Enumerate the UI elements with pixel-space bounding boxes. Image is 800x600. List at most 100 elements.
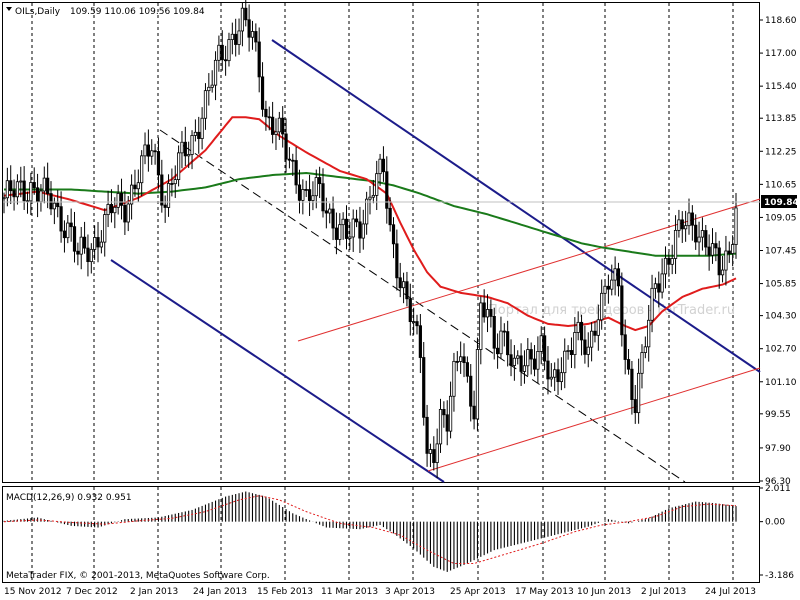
bar-body bbox=[465, 362, 469, 377]
channel-lower-blue-line bbox=[110, 259, 445, 483]
macd-tick-label: 0.00 bbox=[765, 518, 785, 528]
bar-body bbox=[32, 182, 36, 189]
bar-body bbox=[368, 196, 372, 200]
bar-body bbox=[351, 218, 355, 238]
bar-body bbox=[109, 204, 114, 214]
bar-body bbox=[536, 351, 540, 370]
price-tick-label: 109.05 bbox=[765, 213, 797, 223]
bar-body bbox=[274, 131, 278, 135]
bar-body bbox=[220, 44, 224, 61]
macd-signal-path bbox=[3, 495, 737, 564]
current-price-box: 109.84 bbox=[761, 195, 799, 208]
bar-body bbox=[294, 160, 298, 186]
bar-body bbox=[230, 33, 234, 40]
bar-body bbox=[46, 177, 50, 194]
bar-body bbox=[529, 349, 533, 360]
bar-body bbox=[438, 409, 443, 445]
price-tick-label: 97.90 bbox=[765, 444, 791, 454]
price-tick-label: 115.40 bbox=[765, 82, 797, 92]
bar-body bbox=[435, 443, 439, 463]
bar-body bbox=[647, 319, 651, 348]
bar-body bbox=[180, 141, 184, 154]
bar-body bbox=[633, 399, 637, 414]
bar-body bbox=[277, 117, 281, 133]
bar-body bbox=[512, 357, 516, 366]
bar-body bbox=[680, 219, 684, 230]
bar-body bbox=[328, 208, 332, 214]
bar-body bbox=[371, 194, 375, 198]
macd-signal-line bbox=[3, 495, 737, 564]
macd-histogram bbox=[3, 491, 737, 572]
bar-body bbox=[42, 177, 46, 192]
bar-body bbox=[586, 346, 590, 355]
bar-body bbox=[425, 416, 429, 454]
bar-body bbox=[563, 350, 567, 374]
bar-body bbox=[35, 187, 40, 203]
bar-body bbox=[254, 31, 258, 43]
bar-body bbox=[378, 158, 382, 175]
bar-body bbox=[626, 359, 631, 370]
ohlc-values: 109.59 110.06 109.56 109.84 bbox=[70, 7, 205, 17]
bar-body bbox=[15, 181, 20, 198]
triangle-down-icon bbox=[6, 7, 12, 11]
bar-body bbox=[210, 84, 214, 88]
bar-body bbox=[93, 237, 97, 250]
price-tick-label: 117.00 bbox=[765, 49, 797, 59]
bar-body bbox=[697, 236, 701, 243]
bar-body bbox=[271, 116, 275, 135]
bar-body bbox=[509, 354, 513, 366]
bar-body bbox=[650, 287, 654, 321]
bar-body bbox=[331, 208, 335, 229]
bar-body bbox=[717, 247, 721, 276]
bar-body bbox=[620, 285, 624, 336]
bar-body bbox=[579, 321, 584, 341]
date-tick-label: 11 Mar 2013 bbox=[321, 587, 378, 597]
price-tick-label: 99.55 bbox=[765, 410, 791, 420]
bar-body bbox=[160, 174, 164, 206]
bar-body bbox=[143, 144, 147, 157]
bar-body bbox=[56, 202, 60, 208]
bar-body bbox=[187, 154, 191, 157]
bar-body bbox=[358, 221, 362, 239]
bar-body bbox=[126, 203, 130, 223]
bar-body bbox=[408, 298, 412, 323]
price-tick-label: 107.45 bbox=[765, 247, 797, 257]
bar-body bbox=[318, 177, 322, 185]
bar-body bbox=[257, 41, 261, 78]
bar-body bbox=[731, 244, 735, 254]
rising-channel-lower-red-line bbox=[427, 367, 761, 472]
bar-body bbox=[485, 309, 490, 318]
bar-body bbox=[727, 250, 731, 254]
bar-body bbox=[163, 204, 167, 208]
price-tick-label: 110.65 bbox=[765, 180, 797, 190]
price-bars bbox=[2, 0, 738, 479]
bar-body bbox=[177, 152, 181, 180]
bar-body bbox=[391, 224, 396, 245]
bar-body bbox=[707, 246, 711, 256]
bar-body bbox=[207, 86, 211, 92]
bar-body bbox=[455, 360, 459, 363]
bar-body bbox=[153, 150, 157, 153]
bar-body bbox=[543, 335, 547, 362]
bar-body bbox=[657, 283, 661, 293]
price-tick-label: 101.10 bbox=[765, 378, 797, 388]
bar-body bbox=[532, 358, 537, 370]
bar-body bbox=[549, 376, 553, 380]
bar-body bbox=[489, 309, 493, 317]
bar-body bbox=[516, 355, 520, 359]
bar-body bbox=[381, 158, 386, 173]
date-axis: 15 Nov 2012 7 Dec 2012 2 Jan 2013 24 Jan 20… bbox=[4, 587, 756, 597]
bar-body bbox=[499, 330, 503, 355]
date-tick-label: 10 Jun 2013 bbox=[577, 587, 631, 597]
bar-body bbox=[59, 206, 63, 232]
channel-upper-blue-line bbox=[271, 39, 761, 373]
macd-tick-label: -3.186 bbox=[765, 571, 794, 581]
bar-body bbox=[287, 158, 292, 161]
bar-body bbox=[234, 33, 238, 45]
bar-body bbox=[281, 117, 285, 135]
bar-body bbox=[448, 395, 453, 432]
date-tick-label: 3 Apr 2013 bbox=[385, 587, 435, 597]
bar-body bbox=[301, 189, 305, 201]
bar-body bbox=[559, 372, 563, 383]
bar-body bbox=[670, 258, 674, 265]
